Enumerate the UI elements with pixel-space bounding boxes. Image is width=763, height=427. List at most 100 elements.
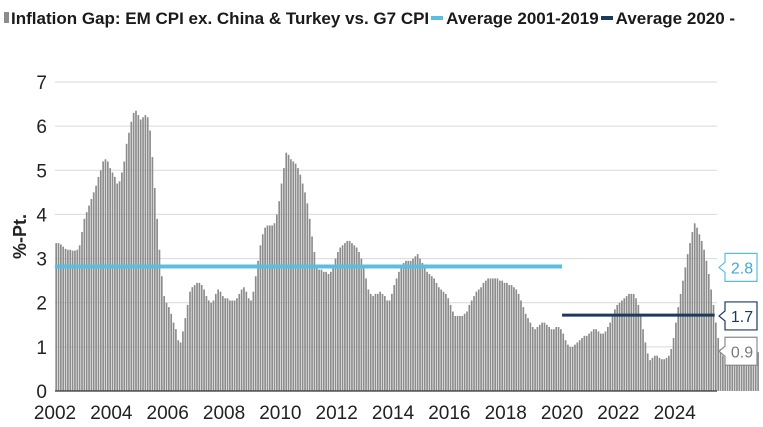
- x-tick-label: 2002: [34, 403, 76, 424]
- y-tick-label: 2: [36, 294, 47, 315]
- data-bar: [106, 161, 109, 391]
- legend-swatch-line: [431, 15, 444, 20]
- data-bar: [395, 278, 398, 391]
- data-bar: [484, 280, 487, 391]
- data-bar: [609, 322, 612, 391]
- data-bar: [383, 296, 386, 391]
- data-bar: [707, 274, 710, 391]
- data-bar: [355, 247, 358, 391]
- data-bar: [240, 289, 243, 391]
- value-callout-box: [718, 252, 758, 282]
- data-bar: [416, 254, 419, 391]
- data-bar: [367, 289, 370, 391]
- data-bar: [560, 329, 562, 391]
- y-tick-label: 0: [36, 382, 47, 403]
- data-bar: [285, 152, 288, 391]
- data-bar: [275, 214, 278, 391]
- data-bar: [757, 352, 759, 391]
- data-bar: [585, 335, 588, 391]
- data-bar: [597, 331, 600, 391]
- data-bar: [599, 333, 602, 391]
- data-bar: [69, 249, 72, 391]
- legend-label: Average 2020 -: [615, 9, 736, 28]
- data-bar: [207, 300, 210, 391]
- data-bar: [391, 293, 393, 391]
- data-bar: [301, 183, 304, 391]
- data-bar: [189, 291, 191, 391]
- data-bar: [487, 278, 489, 391]
- x-tick-label: 2022: [597, 403, 639, 424]
- data-bar: [703, 249, 705, 391]
- data-bar: [243, 287, 245, 391]
- data-bar: [280, 183, 283, 391]
- data-bar: [595, 329, 597, 391]
- data-bar: [264, 227, 266, 391]
- data-bar: [743, 344, 745, 391]
- data-bar: [618, 302, 621, 391]
- data-bar: [719, 349, 722, 391]
- data-bar: [184, 318, 187, 391]
- data-bar: [632, 293, 635, 391]
- data-bar: [543, 322, 546, 391]
- data-bar: [217, 289, 219, 391]
- data-bar: [170, 313, 173, 391]
- data-bar: [88, 205, 90, 391]
- data-bar: [592, 329, 595, 391]
- data-bar: [503, 282, 506, 391]
- data-bar: [491, 278, 494, 391]
- data-bar: [714, 322, 717, 391]
- x-tick-label: 2016: [428, 403, 470, 424]
- data-bar: [283, 168, 285, 391]
- data-bar: [346, 240, 349, 391]
- data-bar: [318, 269, 320, 391]
- data-bar: [468, 304, 471, 391]
- data-bar: [212, 300, 215, 391]
- data-bar: [153, 187, 156, 391]
- data-bar: [135, 110, 137, 391]
- data-bar: [142, 117, 144, 392]
- data-bar: [95, 185, 97, 391]
- data-bar: [372, 296, 374, 391]
- data-bar: [576, 342, 579, 391]
- data-bar: [602, 333, 604, 391]
- data-bar: [668, 355, 670, 391]
- data-bar: [311, 236, 313, 391]
- data-bar: [292, 161, 295, 391]
- y-tick-label: 5: [36, 161, 47, 182]
- data-bar: [567, 344, 569, 391]
- data-bar: [290, 159, 292, 391]
- data-bar: [494, 278, 497, 391]
- data-bar: [747, 355, 750, 391]
- data-bar: [337, 251, 339, 391]
- y-tick-label: 3: [36, 250, 47, 271]
- data-bar: [506, 282, 508, 391]
- data-bar: [362, 267, 365, 391]
- data-bar: [398, 271, 400, 391]
- data-bar: [548, 326, 550, 391]
- data-bar: [341, 245, 344, 391]
- data-bar: [360, 258, 363, 391]
- data-bar: [672, 338, 675, 391]
- data-bar: [128, 132, 130, 391]
- data-bar: [515, 289, 518, 391]
- data-bar: [724, 357, 727, 391]
- data-bar: [132, 112, 135, 392]
- data-bar: [435, 282, 438, 391]
- data-bar: [536, 326, 539, 391]
- data-bar: [60, 244, 62, 391]
- data-bar: [104, 159, 107, 391]
- y-tick-label: 4: [36, 205, 47, 226]
- data-bar: [653, 355, 656, 391]
- value-callout-label: 1.7: [731, 309, 753, 326]
- data-bar: [83, 218, 86, 391]
- data-bar: [268, 225, 271, 391]
- data-bar: [574, 344, 576, 391]
- data-bar: [332, 265, 335, 391]
- data-bar: [374, 293, 377, 391]
- data-bar: [520, 300, 522, 391]
- data-bar: [710, 289, 712, 391]
- data-bar: [656, 355, 658, 391]
- data-bar: [144, 115, 147, 391]
- data-bar: [151, 157, 154, 391]
- data-bar: [642, 329, 644, 391]
